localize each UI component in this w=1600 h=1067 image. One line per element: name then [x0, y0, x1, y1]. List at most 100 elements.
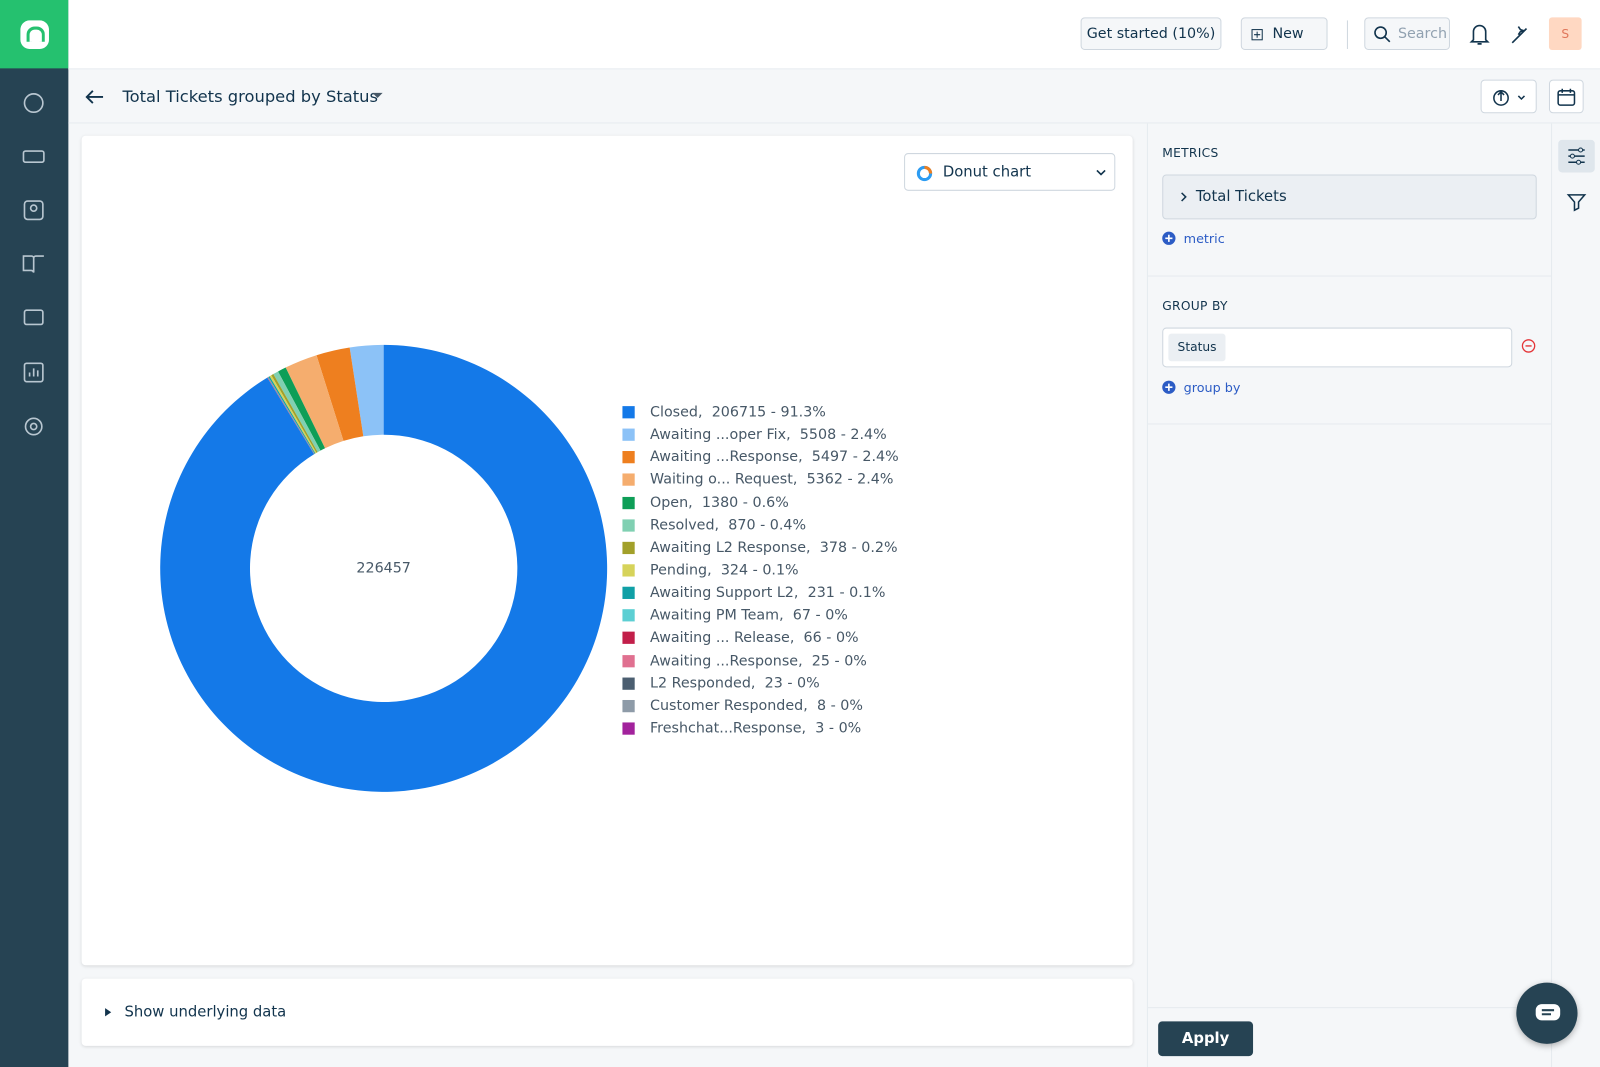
- chart-card: Donut chart 226457 Closed 206715 - 91.3% A…: [81, 135, 1133, 966]
- panel-toolbar: [1551, 123, 1600, 1067]
- divider: [68, 122, 1600, 124]
- legend-item: Awaiting ...Response 5497 - 2.4%: [622, 446, 899, 469]
- remove-group-by[interactable]: [1521, 339, 1536, 353]
- export-button[interactable]: [1480, 79, 1537, 114]
- legend-swatch: [622, 428, 635, 442]
- settings-panel: METRICS Total Tickets metric GROUP BY St…: [1146, 123, 1553, 1067]
- settings-tab[interactable]: [1558, 139, 1595, 173]
- legend-name: Awaiting ...Response: [650, 653, 803, 669]
- legend-value: 66 - 0%: [803, 630, 859, 647]
- legend-swatch: [622, 632, 635, 645]
- legend-value: 5497 - 2.4%: [811, 449, 899, 466]
- donut-icon: [916, 165, 933, 182]
- legend-name: Pending: [650, 562, 712, 578]
- legend-value: 8 - 0%: [816, 697, 863, 715]
- donut-slice: [267, 376, 315, 455]
- donut-slice: [267, 377, 315, 455]
- legend-item: Pending 324 - 0.1%: [622, 559, 898, 582]
- legend: Closed 206715 - 91.3% Awaiting ...oper Fix…: [622, 401, 899, 740]
- legend-item: Closed 206715 - 91.3%: [622, 401, 898, 424]
- divider: [1147, 1007, 1553, 1009]
- legend-name: Awaiting PM Team: [650, 607, 784, 623]
- metric-label: Total Tickets: [1195, 188, 1287, 206]
- legend-item: Awaiting PM Team 67 - 0%: [622, 604, 898, 627]
- legend-value: 25 - 0%: [811, 652, 867, 669]
- center-total: 226457: [356, 560, 410, 576]
- donut-slice: [316, 347, 364, 441]
- chart-type-select[interactable]: Donut chart: [904, 153, 1116, 191]
- top-bar: [68, 0, 1600, 70]
- avatar[interactable]: S: [1548, 17, 1582, 50]
- chart-type-label: Donut chart: [942, 163, 1032, 181]
- new-label: New: [1272, 25, 1304, 42]
- add-metric-label: metric: [1183, 230, 1225, 246]
- legend-swatch: [622, 496, 635, 509]
- new-button[interactable]: New: [1240, 17, 1328, 50]
- get-started-button[interactable]: Get started (10%): [1080, 17, 1222, 50]
- calendar-button[interactable]: [1548, 79, 1584, 114]
- legend-name: Freshchat...Response: [650, 720, 806, 736]
- legend-value: 67 - 0%: [792, 607, 848, 624]
- legend-name: Awaiting ... Release: [650, 630, 794, 646]
- legend-item: Awaiting ...Response 25 - 0%: [622, 650, 898, 673]
- legend-swatch: [622, 541, 635, 554]
- metric-item[interactable]: Total Tickets: [1162, 174, 1537, 220]
- legend-name: Awaiting L2 Response: [650, 540, 811, 556]
- legend-name: L2 Responded: [650, 675, 755, 691]
- filter-tab[interactable]: [1566, 192, 1587, 212]
- donut-slice: [269, 375, 317, 454]
- donut-chart: 226457: [160, 344, 608, 792]
- search-box[interactable]: Search: [1364, 17, 1450, 50]
- legend-name: Closed: [650, 404, 703, 420]
- legend-name: Awaiting ...oper Fix: [650, 427, 791, 443]
- donut-slice: [349, 344, 384, 437]
- nav-icons[interactable]: [0, 68, 68, 456]
- search-placeholder: Search: [1397, 25, 1448, 42]
- legend-item: L2 Responded 23 - 0%: [622, 672, 898, 695]
- search-icon: [1374, 26, 1391, 43]
- chat-widget[interactable]: [1516, 982, 1578, 1044]
- legend-value: 23 - 0%: [764, 675, 820, 692]
- legend-value: 870 - 0.4%: [728, 517, 807, 534]
- group-by-field[interactable]: Status: [1162, 327, 1513, 368]
- legend-name: Resolved: [650, 517, 719, 533]
- legend-item: Waiting o... Request 5362 - 2.4%: [622, 469, 898, 492]
- legend-swatch: [622, 564, 635, 577]
- legend-item: Awaiting ... Release 66 - 0%: [622, 627, 898, 650]
- apply-button[interactable]: Apply: [1158, 1021, 1254, 1057]
- donut-slice: [267, 377, 315, 455]
- donut-slice: [267, 377, 315, 455]
- donut-slice: [160, 344, 608, 792]
- legend-value: 206715 - 91.3%: [711, 404, 826, 421]
- add-group-by[interactable]: group by: [1162, 380, 1240, 395]
- donut-slice: [273, 371, 321, 453]
- legend-item: Awaiting L2 Response 378 - 0.2%: [622, 537, 898, 560]
- legend-name: Awaiting ...Response: [650, 449, 803, 465]
- legend-item: Awaiting ...oper Fix 5508 - 2.4%: [622, 424, 898, 447]
- legend-swatch: [622, 677, 635, 690]
- donut-slice: [267, 377, 315, 455]
- legend-value: 1380 - 0.6%: [701, 494, 789, 511]
- donut-slice: [285, 355, 344, 449]
- legend-swatch: [622, 586, 635, 600]
- add-metric[interactable]: metric: [1162, 231, 1225, 246]
- group-by-chip[interactable]: Status: [1168, 333, 1226, 362]
- logo[interactable]: [0, 0, 69, 69]
- report-title[interactable]: Total Tickets grouped by Status: [122, 86, 379, 107]
- back-arrow[interactable]: [84, 86, 106, 108]
- underlying-data-label: Show underlying data: [124, 1004, 287, 1021]
- legend-value: 3 - 0%: [815, 720, 862, 737]
- legend-item: Customer Responded 8 - 0%: [622, 695, 898, 718]
- legend-value: 231 - 0.1%: [807, 584, 886, 602]
- legend-swatch: [622, 519, 635, 532]
- header-icons[interactable]: [1467, 20, 1534, 49]
- group-by-heading: GROUP BY: [1162, 298, 1228, 314]
- sidebar: [0, 0, 69, 1067]
- legend-name: Waiting o... Request: [650, 472, 797, 488]
- legend-swatch: [622, 406, 635, 419]
- legend-value: 378 - 0.2%: [819, 539, 898, 557]
- underlying-data-toggle[interactable]: Show underlying data: [81, 978, 1133, 1046]
- title-caret[interactable]: [371, 92, 383, 100]
- donut-slice: [267, 377, 315, 455]
